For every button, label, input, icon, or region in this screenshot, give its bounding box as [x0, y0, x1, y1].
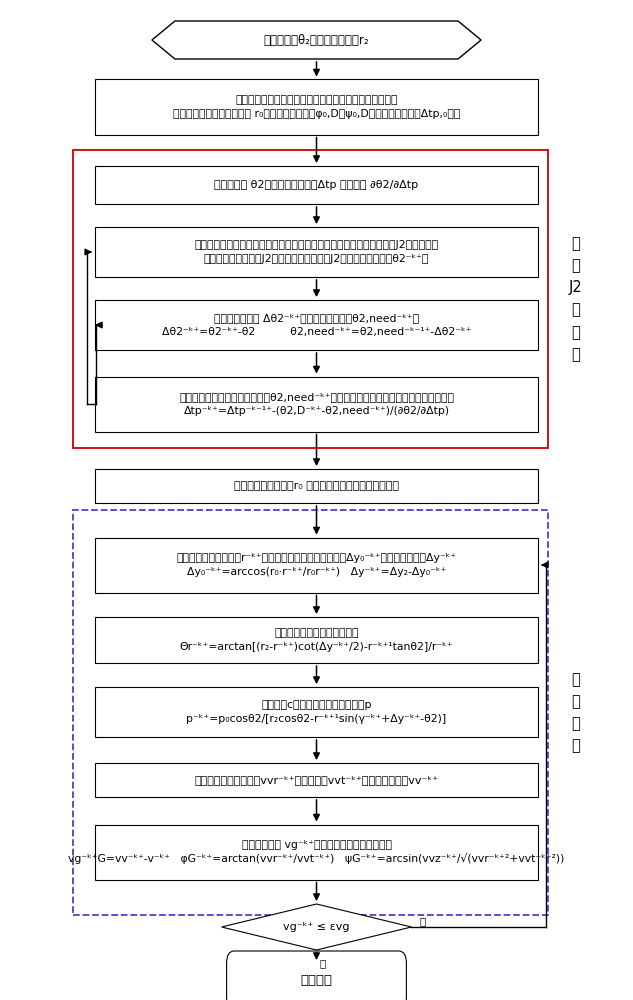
FancyBboxPatch shape	[95, 824, 538, 880]
Text: 是: 是	[320, 958, 326, 968]
FancyBboxPatch shape	[227, 951, 406, 1000]
FancyBboxPatch shape	[95, 166, 538, 204]
Text: 计算需要速度径向分量vvr⁻ᵏ⁺和周向分量vvt⁻ᵏ⁺，计算需要速度vv⁻ᵏ⁺: 计算需要速度径向分量vvr⁻ᵏ⁺和周向分量vvt⁻ᵏ⁺，计算需要速度vv⁻ᵏ⁺	[194, 775, 439, 785]
Text: 计算离轨制动段轨道，积分模型为：在发动机工作的时间段内，不考虑J2项的影响；
发动机关机后，考虑J2项的影响。获得考虑J2项影响后的再入角θ2⁻ᵏ⁺。: 计算离轨制动段轨道，积分模型为：在发动机工作的时间段内，不考虑J2项的影响； 发…	[194, 240, 439, 264]
FancyBboxPatch shape	[95, 469, 538, 503]
FancyBboxPatch shape	[95, 763, 538, 797]
FancyBboxPatch shape	[95, 227, 538, 277]
Polygon shape	[152, 21, 481, 59]
Text: 基于二体模型和新的虚拟再入角θ2,need⁻ᵏ⁺，设计标称离轨制动轨道，时间校正公式：
Δtp⁻ᵏ⁺=Δtp⁻ᵏ⁻¹⁺-(θ2,D⁻ᵏ⁺-θ2,need⁻ᵏ⁺): 基于二体模型和新的虚拟再入角θ2,need⁻ᵏ⁺，设计标称离轨制动轨道，时间校正…	[179, 392, 454, 416]
FancyBboxPatch shape	[95, 376, 538, 432]
FancyBboxPatch shape	[95, 300, 538, 350]
Text: 否: 否	[419, 916, 425, 926]
Text: 修
正
J2
项
影
响: 修 正 J2 项 影 响	[569, 236, 583, 362]
Text: 当航天器飞行至位置r₀ 时，离轨制动段闭路制导开始。: 当航天器飞行至位置r₀ 时，离轨制动段闭路制导开始。	[234, 481, 399, 491]
FancyBboxPatch shape	[95, 687, 538, 737]
Text: 计算当前时刻期望的速度倾角
Θr⁻ᵏ⁺=arctan[(r₂-r⁻ᵏ⁺)cot(Δy⁻ᵏ⁺/2)-r⁻ᵏ⁺¹tanθ2]/r⁻ᵏ⁺: 计算当前时刻期望的速度倾角 Θr⁻ᵏ⁺=arctan[(r₂-r⁻ᵏ⁺)cot(…	[180, 628, 453, 652]
Text: 给定再入角θ₂、再入点地心距r₂: 给定再入角θ₂、再入点地心距r₂	[264, 33, 369, 46]
Text: 计算再入角 θ2对发动机工作时间Δtp 的偏导数 ∂θ2/∂Δtp: 计算再入角 θ2对发动机工作时间Δtp 的偏导数 ∂θ2/∂Δtp	[215, 180, 418, 190]
Text: 计算弦长c，计算期望的椭圆半通径p
p⁻ᵏ⁺=p₀cosθ2/[r₂cosθ2-r⁻ᵏ⁺¹sin(γ⁻ᵏ⁺+Δy⁻ᵏ⁺-θ2)]: 计算弦长c，计算期望的椭圆半通径p p⁻ᵏ⁺=p₀cosθ2/[r₂cosθ2-…	[186, 700, 447, 724]
Text: vg⁻ᵏ⁺ ≤ εvg: vg⁻ᵏ⁺ ≤ εvg	[283, 922, 350, 932]
FancyBboxPatch shape	[95, 617, 538, 663]
Text: 计算当前时刻的地心距r⁻ᵏ⁺，计算制动点至当前点的航程Δy₀⁻ᵏ⁺，计算剩余航程Δy⁻ᵏ⁺
Δy₀⁻ᵏ⁺=arccos(r₀·r⁻ᵏ⁺/r₀r⁻ᵏ⁺)   Δy: 计算当前时刻的地心距r⁻ᵏ⁺，计算制动点至当前点的航程Δy₀⁻ᵏ⁺，计算剩余航程…	[177, 553, 456, 577]
FancyBboxPatch shape	[95, 79, 538, 134]
Text: 计算再入角偏差 Δθ2⁻ᵏ⁺和新的虚拟再入角θ2,need⁻ᵏ⁺；
Δθ2⁻ᵏ⁺=θ2⁻ᵏ⁺-θ2          θ2,need⁻ᵏ⁺=θ2,need⁻ᵏ⁻: 计算再入角偏差 Δθ2⁻ᵏ⁺和新的虚拟再入角θ2,need⁻ᵏ⁺； Δθ2⁻ᵏ⁺…	[162, 313, 471, 337]
FancyBboxPatch shape	[95, 538, 538, 592]
Text: 制导结束: 制导结束	[301, 974, 332, 986]
Text: 闭
路
制
导: 闭 路 制 导	[572, 672, 580, 753]
Polygon shape	[222, 904, 411, 950]
Text: 基于二体动力学模型假设，设计制动段标称轨道，得到：
制动起始点的地心位置矢量 r₀，发动机的姿态角φ₀,D、ψ₀,D，发动机工作时间Δtp,₀等。: 基于二体动力学模型假设，设计制动段标称轨道，得到： 制动起始点的地心位置矢量 r…	[173, 95, 460, 119]
Text: 计算速度增益 vg⁻ᵏ⁺，并确定发动机指令姿态角
vg⁻ᵏ⁺G=vv⁻ᵏ⁺-v⁻ᵏ⁺   φG⁻ᵏ⁺=arctan(vvr⁻ᵏ⁺/vvt⁻ᵏ⁺)   ψG⁻ᵏ⁺: 计算速度增益 vg⁻ᵏ⁺，并确定发动机指令姿态角 vg⁻ᵏ⁺G=vv⁻ᵏ⁺-v⁻…	[68, 840, 565, 864]
